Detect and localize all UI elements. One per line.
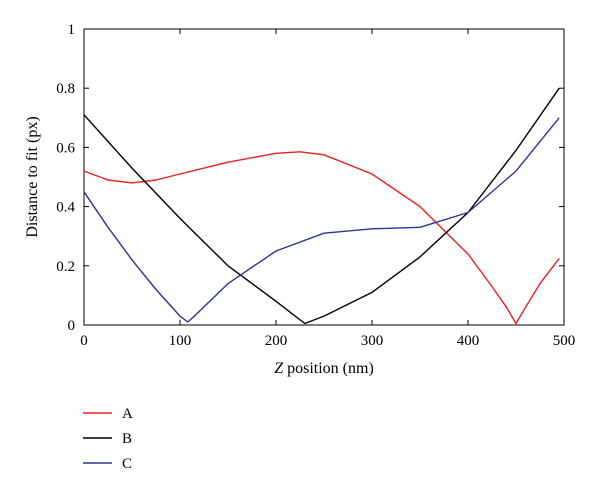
x-tick-label: 400 <box>457 333 480 349</box>
y-tick-label: 0.2 <box>56 259 75 275</box>
plot-frame <box>83 28 565 326</box>
y-axis-title: Distance to fit (px) <box>24 116 41 237</box>
series-line-b <box>83 87 560 325</box>
series-line-c <box>83 117 560 323</box>
x-axis-title: Z position (nm) <box>274 360 374 377</box>
y-tick-label: 0 <box>68 318 76 334</box>
axis-ticks: 0 100 200 300 400 500 0 0.2 0.4 0.6 0.8 1 <box>56 22 575 349</box>
legend-label-c: C <box>122 456 132 472</box>
legend-label-a: A <box>122 406 133 422</box>
series-lines <box>83 87 560 325</box>
series-line-a <box>83 151 560 325</box>
x-tick-label: 100 <box>169 333 192 349</box>
x-tick-label: 200 <box>265 333 288 349</box>
y-tick-label: 0.8 <box>56 81 75 97</box>
x-tick-label: 300 <box>361 333 384 349</box>
y-tick-label: 0.6 <box>56 140 75 156</box>
x-tick-label: 500 <box>553 333 576 349</box>
legend-label-b: B <box>122 431 132 447</box>
y-tick-label: 1 <box>68 22 76 38</box>
legend: ABC <box>83 406 133 472</box>
x-tick-label: 0 <box>80 333 88 349</box>
y-tick-label: 0.4 <box>56 200 75 216</box>
